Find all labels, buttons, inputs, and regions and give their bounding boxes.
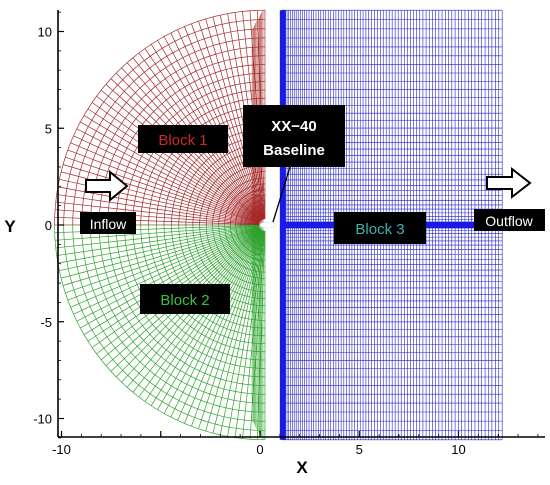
grid-ray — [62, 226, 260, 286]
grid-ray — [73, 227, 260, 315]
y-ticks: 10 5 0 -5 -10 — [33, 11, 64, 439]
grid-ray — [177, 230, 263, 421]
block-interface-band — [279, 10, 286, 440]
grid-ray — [59, 225, 260, 271]
outflow-arrow-icon — [486, 166, 532, 200]
airfoil-pointer-line — [272, 166, 291, 223]
svg-text:Block 3: Block 3 — [355, 221, 404, 238]
grid-ray — [91, 102, 261, 222]
block2-grid — [54, 225, 266, 441]
grid-ray — [163, 230, 263, 414]
grid-ray — [83, 115, 260, 223]
block3-label: Block 3 — [334, 212, 426, 244]
svg-text:Block 2: Block 2 — [160, 292, 209, 309]
grid-ray — [55, 201, 260, 225]
x-tick-label: 5 — [356, 442, 363, 457]
grid-ray — [56, 194, 260, 225]
grid-ring — [54, 9, 265, 225]
grid-ray — [80, 121, 260, 223]
grid-ray — [150, 229, 263, 406]
svg-text:Outflow: Outflow — [485, 213, 533, 229]
x-ticks: -10 0 5 10 — [52, 431, 539, 457]
grid-ray — [100, 89, 261, 222]
block2-label: Block 2 — [140, 284, 230, 314]
grid-ray — [184, 230, 263, 424]
y-tick-label: -5 — [40, 315, 52, 330]
airfoil-label: XX−40 Baseline — [243, 105, 345, 167]
grid-ray — [57, 186, 260, 225]
svg-text:Block 1: Block 1 — [158, 132, 207, 149]
grid-ray — [56, 225, 260, 256]
grid-ray — [257, 230, 266, 440]
x-tick-label: -10 — [52, 442, 71, 457]
y-tick-label: 0 — [45, 218, 52, 233]
grid-ray — [76, 128, 260, 223]
svg-text:Baseline: Baseline — [263, 142, 325, 159]
x-tick-label: 0 — [256, 442, 263, 457]
grid-ray — [96, 96, 261, 222]
grid-ray — [76, 227, 260, 322]
outflow-label: Outflow — [474, 209, 545, 231]
grid-ray — [55, 225, 260, 241]
grid-ray — [87, 108, 261, 223]
block1-label: Block 1 — [138, 125, 228, 153]
x-axis-label: X — [296, 458, 308, 477]
grid-ring — [54, 225, 265, 441]
grid-ray — [55, 225, 260, 249]
grid-ray — [73, 135, 260, 223]
grid-ray — [65, 156, 260, 224]
grid-ray — [191, 23, 264, 220]
grid-ray — [144, 229, 262, 402]
grid-ray — [70, 226, 260, 308]
grid-ray — [219, 230, 265, 435]
inflow-arrow-icon — [85, 169, 129, 203]
airfoil-shape — [259, 221, 277, 229]
grid-ray — [65, 226, 260, 294]
grid-ray — [227, 230, 265, 437]
grid-ray — [67, 226, 260, 301]
y-tick-label: 10 — [38, 25, 52, 40]
grid-ray — [212, 16, 264, 220]
grid-ray — [67, 149, 260, 224]
grid-ray — [80, 227, 260, 329]
svg-text:XX−40: XX−40 — [271, 118, 316, 135]
grid-ray — [170, 230, 263, 418]
grid-ray — [70, 142, 260, 224]
grid-ray — [219, 15, 265, 220]
y-tick-label: 5 — [45, 121, 52, 136]
inflow-label: Inflow — [80, 212, 136, 234]
grid-ray — [61, 226, 260, 279]
grid-ray — [205, 18, 264, 220]
grid-ray — [205, 230, 264, 432]
grid-ray — [184, 26, 263, 220]
grid-ray — [191, 230, 264, 427]
grid-ray — [62, 164, 260, 224]
grid-ray — [177, 29, 263, 220]
grid-ray — [57, 225, 260, 264]
plot-axes: -10 0 5 10 10 5 0 -5 -10 X Y — [4, 10, 545, 477]
y-tick-label: -10 — [33, 412, 52, 427]
grid-ray — [212, 230, 264, 434]
grid-ray — [157, 229, 263, 410]
x-tick-label: 10 — [451, 442, 465, 457]
y-axis-label: Y — [4, 217, 16, 236]
grid-ray — [83, 227, 260, 335]
svg-text:Inflow: Inflow — [90, 216, 127, 232]
